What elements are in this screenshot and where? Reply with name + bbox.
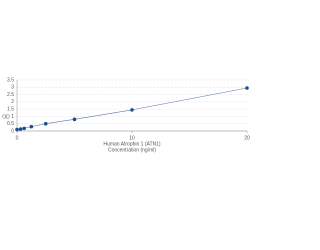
x-axis-label: Human Atrophin 1 (ATN1) xyxy=(103,141,160,147)
y-tick-label: 0 xyxy=(11,128,14,134)
data-point xyxy=(29,124,34,129)
y-tick-label: 2.5 xyxy=(7,92,14,98)
x-tick-label: 10 xyxy=(129,135,135,141)
y-tick-label: 0.5 xyxy=(7,121,14,127)
data-point xyxy=(18,127,23,131)
chart: OD Human Atrophin 1 (ATN1) Concentration… xyxy=(2,77,250,153)
x-axis-label: Concentration (ng/ml) xyxy=(108,147,156,153)
y-tick-label: 1.5 xyxy=(7,106,14,112)
data-point xyxy=(72,117,77,122)
data-point xyxy=(245,86,249,90)
y-tick-label: 3.5 xyxy=(7,77,14,83)
y-tick-label: 2 xyxy=(11,99,14,105)
data-point xyxy=(15,127,19,132)
data-point xyxy=(43,121,48,126)
x-tick-label: 20 xyxy=(244,135,250,141)
y-axis-label: OD xyxy=(2,114,10,120)
y-tick-label: 1 xyxy=(11,114,14,120)
x-tick-label: 0 xyxy=(16,135,19,141)
data-point xyxy=(130,108,134,112)
y-tick-label: 3 xyxy=(11,85,14,91)
data-point xyxy=(22,126,26,131)
